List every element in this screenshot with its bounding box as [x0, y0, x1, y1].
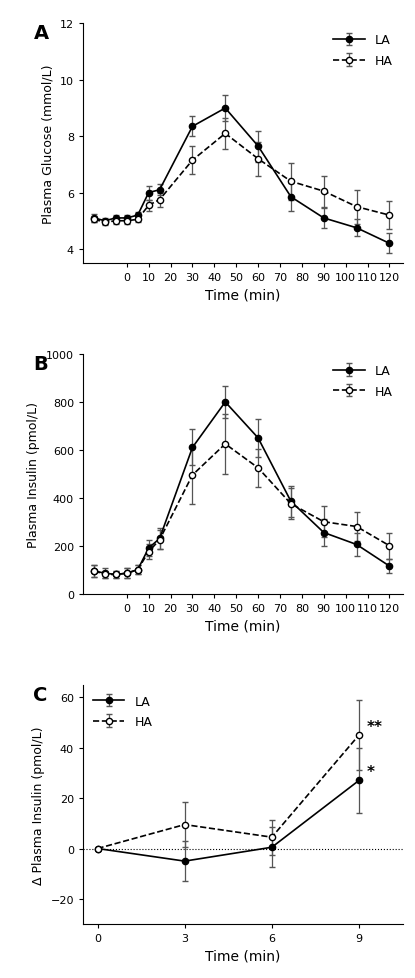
Y-axis label: Plasma Glucose (mmol/L): Plasma Glucose (mmol/L): [41, 65, 54, 224]
Text: A: A: [34, 24, 49, 43]
X-axis label: Time (min): Time (min): [205, 618, 281, 633]
X-axis label: Time (min): Time (min): [205, 949, 281, 962]
Text: B: B: [34, 355, 48, 374]
Legend: LA, HA: LA, HA: [330, 361, 396, 402]
X-axis label: Time (min): Time (min): [205, 289, 281, 302]
Y-axis label: Plasma Insulin (pmol/L): Plasma Insulin (pmol/L): [27, 401, 40, 548]
Y-axis label: Δ Plasma Insulin (pmol/L): Δ Plasma Insulin (pmol/L): [32, 726, 45, 884]
Text: C: C: [34, 685, 48, 704]
Text: **: **: [366, 719, 382, 734]
Legend: LA, HA: LA, HA: [89, 691, 156, 733]
Legend: LA, HA: LA, HA: [330, 30, 396, 71]
Text: *: *: [366, 765, 374, 779]
